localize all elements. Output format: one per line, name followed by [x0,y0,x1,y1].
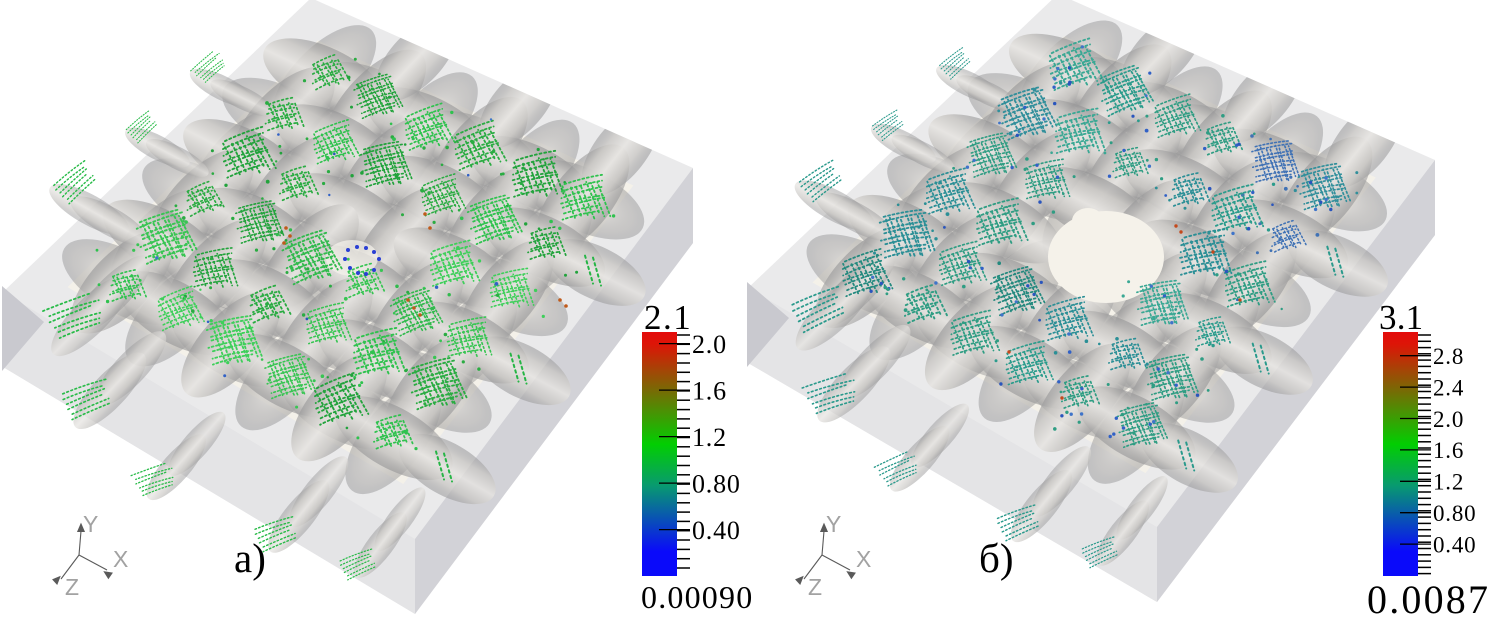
svg-text:1.6: 1.6 [1433,438,1464,463]
svg-text:2.4: 2.4 [1433,375,1464,400]
svg-text:Y: Y [826,511,841,537]
svg-text:1.2: 1.2 [1433,470,1464,495]
svg-text:X: X [856,546,871,572]
svg-text:0.00090: 0.00090 [641,579,753,615]
svg-text:Z: Z [808,574,822,600]
svg-text:0.40: 0.40 [692,516,741,545]
svg-text:1.6: 1.6 [692,377,727,406]
svg-text:X: X [113,546,128,572]
svg-text:0.80: 0.80 [692,470,741,499]
svg-text:1.2: 1.2 [692,423,727,452]
svg-text:а): а) [234,535,266,581]
svg-text:б): б) [979,535,1014,581]
svg-text:2.8: 2.8 [1433,344,1464,369]
svg-text:Y: Y [83,511,98,537]
svg-text:3.1: 3.1 [1379,298,1423,337]
svg-text:0.40: 0.40 [1433,532,1476,557]
svg-text:Z: Z [65,574,79,600]
svg-text:2.0: 2.0 [692,330,727,359]
svg-text:2.1: 2.1 [644,298,692,337]
svg-text:0.0087: 0.0087 [1367,577,1490,622]
svg-text:0.80: 0.80 [1433,501,1476,526]
svg-text:2.0: 2.0 [1433,407,1464,432]
